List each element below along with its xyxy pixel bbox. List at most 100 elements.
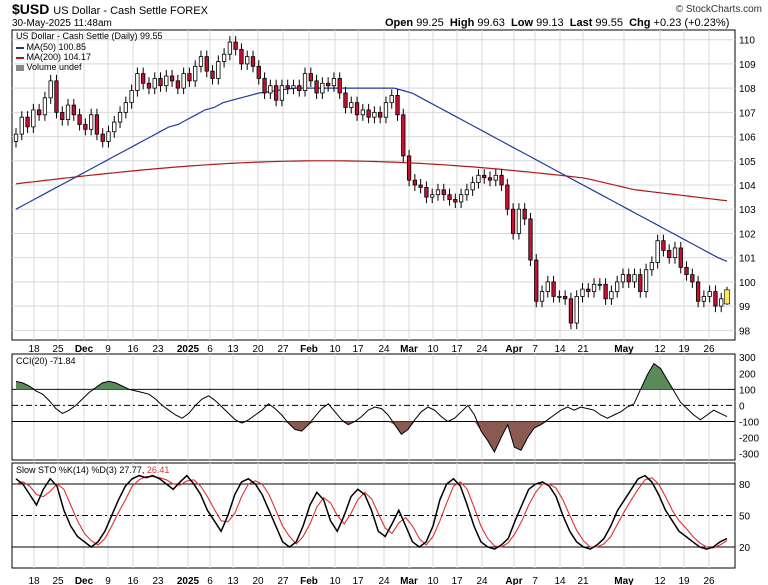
legend-sto: Slow STO %K(14) %D(3) 27.77, 26.41 [16, 465, 169, 475]
symbol-title: $USD US Dollar - Cash Settle FOREX [12, 1, 208, 17]
candle-body [48, 80, 53, 99]
price-tick-label: 102 [739, 229, 756, 240]
x-tick-label: 6 [207, 576, 213, 585]
candle-body [655, 240, 660, 263]
candle-body [354, 102, 360, 116]
price-tick-label: 100 [739, 278, 756, 289]
x-tick-label: 23 [152, 576, 164, 585]
candle-body [563, 296, 568, 300]
candle-body [707, 291, 712, 297]
chg-value: +0.23 (+0.23%) [653, 17, 730, 29]
candle-body [638, 274, 643, 292]
candle-body [649, 262, 654, 271]
x-tick-label: 25 [52, 344, 64, 355]
candle-body [557, 296, 562, 298]
last-label: Last [569, 17, 593, 29]
candle-body [476, 174, 481, 183]
candle-body [100, 133, 105, 142]
candle-body [360, 109, 365, 116]
candle-body [216, 61, 221, 79]
high-label: High [449, 17, 475, 29]
candle-body [545, 281, 550, 292]
candle-body [510, 208, 516, 234]
candle-body [661, 240, 666, 251]
candle-body [31, 109, 36, 128]
ma200-swatch [16, 56, 24, 59]
candle-body [158, 78, 163, 87]
candle-body [245, 56, 250, 65]
candle-body [586, 288, 591, 292]
candle-body [441, 189, 446, 196]
candle-body [106, 131, 111, 142]
candle-body [603, 283, 608, 300]
candle-body [152, 78, 157, 89]
x-tick-label: 14 [554, 576, 566, 585]
candle-body [320, 82, 325, 94]
candle-body [597, 283, 602, 286]
x-tick-label: 7 [532, 344, 538, 355]
candle-body [453, 199, 458, 203]
price-tick-label: 99 [739, 302, 751, 313]
cci-tick-label: -200 [739, 434, 759, 445]
candle-body [36, 109, 42, 116]
low-value: 99.13 [536, 17, 564, 29]
candle-body [117, 111, 123, 123]
candle-body [60, 111, 65, 121]
chg-label: Chg [629, 17, 651, 29]
price-tick-label: 103 [739, 205, 756, 216]
x-tick-label: 17 [352, 576, 364, 585]
open-label: Open [385, 17, 414, 29]
ma50-swatch [16, 46, 24, 49]
price-tick-label: 110 [739, 36, 755, 47]
candle-body [528, 218, 533, 261]
legend-ma50: MA(50) 100.85 [16, 42, 86, 52]
x-tick-label: 13 [227, 576, 239, 585]
candle-body [667, 249, 672, 259]
candle-body [539, 291, 545, 302]
candle-body [308, 73, 313, 82]
candle-body [349, 102, 354, 108]
candle-body [615, 281, 620, 292]
candle-body [366, 109, 371, 118]
candle-body [591, 283, 597, 292]
x-tick-label: 6 [207, 344, 213, 355]
candle-body [418, 184, 423, 188]
candle-body [135, 73, 140, 91]
candle-body [482, 174, 487, 179]
legend-sto-text: Slow STO %K(14) %D(3) 27.77, [16, 465, 145, 475]
x-tick-label: Apr [505, 344, 522, 355]
high-value: 99.63 [477, 17, 505, 29]
legend-volume: Volume undef [16, 62, 82, 72]
last-value: 99.55 [595, 17, 623, 29]
candle-body [551, 281, 556, 297]
candle-body [123, 102, 128, 113]
x-tick-label: 20 [252, 576, 264, 585]
candle-body [389, 94, 394, 104]
candle-body [302, 73, 308, 91]
x-tick-label: 2025 [177, 576, 200, 585]
candle-body [94, 114, 100, 135]
x-tick-label: 10 [427, 344, 439, 355]
candle-body [25, 116, 30, 128]
x-tick-label: Feb [300, 344, 318, 355]
legend-cci: CCI(20) -71.84 [16, 356, 76, 366]
candle-body [690, 274, 695, 283]
x-tick-label: 9 [105, 344, 111, 355]
candle-body [447, 194, 452, 200]
cci-oversold-fill [16, 421, 727, 452]
candle-body [169, 75, 175, 82]
candle-body [435, 189, 441, 196]
candle-body [71, 104, 76, 116]
x-tick-label: 17 [451, 344, 463, 355]
x-tick-label: 21 [577, 344, 589, 355]
ma50-line [15, 87, 728, 262]
candle-body [505, 184, 510, 210]
candle-body [146, 82, 152, 89]
candle-body [626, 274, 631, 283]
candle-body [574, 296, 579, 324]
x-tick-label: Apr [505, 576, 522, 585]
legend-ma50-text: MA(50) 100.85 [26, 42, 87, 52]
x-tick-label: Dec [75, 344, 94, 355]
candle-body [678, 247, 683, 268]
